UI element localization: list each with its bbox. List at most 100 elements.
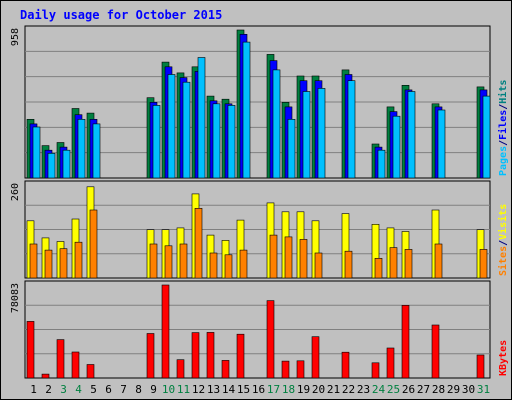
bar-pages-day-9 [152,105,161,179]
bar-pages-day-13 [212,103,221,179]
x-tick-label-day-7: 7 [120,383,127,396]
bar-kbytes-day-2 [41,373,50,379]
bar-sites-day-11 [179,243,188,279]
x-tick-label-day-23: 23 [357,383,370,396]
bar-kbytes-day-4 [71,351,80,379]
x-tick-label-day-20: 20 [312,383,325,396]
bar-pages-day-18 [287,119,296,179]
x-tick-label-day-29: 29 [447,383,460,396]
bar-sites-day-15 [239,249,248,279]
x-tick-label-day-4: 4 [75,383,82,396]
bar-sites-day-9 [149,243,158,279]
bar-kbytes-day-12 [191,332,200,379]
x-tick-label-day-3: 3 [60,383,67,396]
y-max-label: 260 [10,183,21,201]
bar-kbytes-day-31 [476,354,485,379]
x-tick-label-day-8: 8 [135,383,142,396]
bar-kbytes-day-13 [206,332,215,379]
bar-sites-day-24 [374,257,383,279]
bar-pages-day-10 [167,74,176,179]
bar-pages-day-22 [347,80,356,179]
x-tick-label-day-9: 9 [150,383,157,396]
bar-sites-day-14 [224,254,233,279]
legend-entry: / [498,140,509,146]
bar-sites-day-31 [479,249,488,279]
bar-pages-day-12 [197,57,206,179]
bar-pages-day-3 [62,149,71,179]
x-tick-label-day-24: 24 [372,383,386,396]
bar-sites-day-17 [269,234,278,279]
bar-sites-day-18 [284,236,293,279]
x-tick-label-day-6: 6 [105,383,112,396]
legend-entry: / [498,104,509,110]
x-tick-label-day-19: 19 [297,383,310,396]
bar-kbytes-day-17 [266,300,275,379]
legend-entry: Pages [498,146,509,176]
x-axis: 1 2 3 4 5 6 7 8 9 10 11 12 13 14 15 16 17 18 19 20 21 22 23 24 2… [30,383,490,396]
x-tick-label-day-30: 30 [462,383,475,396]
x-tick-label-day-5: 5 [90,383,97,396]
bar-kbytes-day-10 [161,284,170,379]
x-tick-label-day-1: 1 [30,383,37,396]
legend-entry: Sites [497,246,509,276]
bar-pages-day-19 [302,91,311,179]
x-tick-label-day-13: 13 [207,383,220,396]
bar-sites-day-10 [164,245,173,279]
bar-kbytes-day-1 [26,321,35,379]
bar-kbytes-day-15 [236,333,245,379]
bar-sites-day-28 [434,243,443,279]
legend-entry: Visits [497,204,509,240]
bar-kbytes-day-9 [146,333,155,379]
bar-sites-day-19 [299,239,308,279]
bar-pages-day-24 [377,149,386,179]
x-tick-label-day-12: 12 [192,383,205,396]
x-tick-label-day-21: 21 [327,383,340,396]
bar-sites-day-13 [209,252,218,279]
x-tick-label-day-18: 18 [282,383,295,396]
chart-panels: 958Pages/Files/Hits260Sites/Visits78083K… [10,25,509,379]
bar-kbytes-day-28 [431,324,440,379]
bar-kbytes-day-20 [311,336,320,379]
bar-pages-day-26 [407,91,416,179]
x-tick-label-day-10: 10 [162,383,175,396]
bar-kbytes-day-26 [401,304,410,379]
legend-entry: / [498,240,509,246]
bar-pages-day-31 [482,95,491,179]
legend-entry: Hits [497,80,509,104]
bar-pages-day-25 [392,115,401,179]
bar-sites-day-1 [29,243,38,279]
x-tick-label-day-22: 22 [342,383,355,396]
bar-pages-day-20 [317,88,326,179]
bar-kbytes-day-3 [56,339,65,379]
x-tick-label-day-17: 17 [267,383,280,396]
bar-kbytes-day-5 [86,364,95,379]
bar-sites-day-26 [404,249,413,279]
x-tick-label-day-14: 14 [222,383,236,396]
panel-kbytes: 78083 KBytes [10,280,509,379]
panel-visits-sites: 260 Sites/Visits [10,180,509,279]
bar-pages-day-1 [32,126,41,179]
x-tick-label-day-15: 15 [237,383,250,396]
bar-sites-day-2 [44,249,53,279]
bar-kbytes-day-22 [341,351,350,379]
panel-legend: Pages/Files/Hits [497,80,509,176]
x-tick-label-day-31: 31 [477,383,490,396]
x-tick-label-day-27: 27 [417,383,430,396]
bar-kbytes-day-24 [371,362,380,379]
chart-title: Daily usage for October 2015 [20,8,222,22]
legend-entry: KBytes [498,340,509,376]
bar-sites-day-22 [344,250,353,279]
bar-kbytes-day-25 [386,347,395,379]
bar-pages-day-4 [77,119,86,179]
bar-pages-day-14 [227,105,236,179]
bar-kbytes-day-19 [296,360,305,379]
bar-sites-day-25 [389,247,398,279]
legend-entry: Files [497,110,509,140]
bar-sites-day-4 [74,241,83,279]
bar-pages-day-17 [272,69,281,179]
bar-kbytes-day-11 [176,359,185,379]
y-max-label: 78083 [10,283,21,313]
bar-sites-day-5 [89,209,98,279]
bar-sites-day-12 [194,208,203,279]
